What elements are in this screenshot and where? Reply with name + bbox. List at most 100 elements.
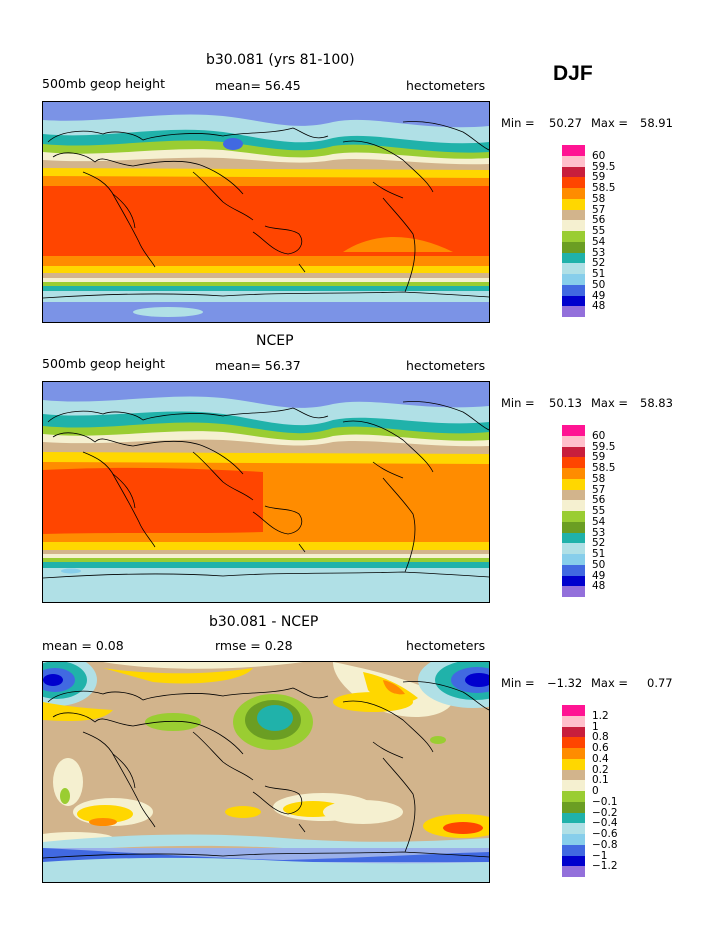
legend-swatch — [562, 575, 585, 587]
panel-2-map-svg — [43, 382, 489, 602]
legend-swatch — [562, 532, 585, 544]
legend-label: 54 — [592, 235, 606, 248]
legend-label: 0.2 — [592, 763, 609, 776]
legend-swatch — [562, 834, 585, 845]
panel-1-legend — [562, 145, 585, 317]
panel-3-left-label: mean = 0.08 — [42, 638, 124, 653]
panel-3-min-value: −1.32 — [547, 676, 583, 690]
legend-swatch — [562, 758, 585, 770]
legend-swatch — [562, 231, 585, 242]
legend-label: 59.5 — [592, 440, 616, 453]
legend-label: 51 — [592, 548, 606, 560]
legend-label: 0 — [592, 785, 599, 797]
legend-swatch — [562, 274, 585, 285]
panel-2-right-label: hectometers — [406, 358, 486, 373]
legend-label: 0.6 — [592, 742, 609, 754]
panel-2-min-label: Min = — [501, 396, 535, 410]
legend-label: −0.1 — [592, 795, 618, 808]
legend-swatch — [562, 425, 585, 436]
legend-label: 55 — [592, 225, 606, 237]
panel-1-max-value: 58.91 — [640, 116, 673, 130]
legend-swatch — [562, 177, 585, 188]
legend-label: 0.1 — [592, 774, 609, 787]
legend-label: 60 — [592, 429, 606, 442]
season-label: DJF — [553, 62, 593, 85]
legend-label: 57 — [592, 483, 606, 496]
legend-label: 48 — [592, 300, 606, 313]
panel-1-center-label: mean= 56.45 — [215, 78, 301, 93]
panel-1-left-label: 500mb geop height — [42, 76, 165, 91]
legend-swatch — [562, 521, 585, 533]
legend-label: 50 — [592, 278, 606, 291]
legend-label: 58 — [592, 472, 606, 485]
legend-swatch — [562, 866, 585, 877]
panel-2-legend — [562, 425, 585, 597]
panel-3-title: b30.081 - NCEP — [209, 614, 319, 630]
legend-label: 58.5 — [592, 182, 616, 194]
panel-2-max-value: 58.83 — [640, 396, 673, 410]
legend-swatch — [562, 188, 585, 199]
legend-label: 56 — [592, 214, 606, 227]
panel-1-max-label: Max = — [591, 116, 629, 130]
panel-3-max-value: 0.77 — [647, 676, 673, 690]
panel-2-min-value: 50.13 — [549, 396, 582, 410]
legend-swatch — [562, 564, 585, 576]
legend-label: 0.8 — [592, 731, 609, 744]
legend-label: 58 — [592, 192, 606, 205]
panel-1-right-label: hectometers — [406, 78, 486, 93]
panel-1-map — [42, 101, 490, 323]
panel-1-map-svg — [43, 102, 489, 322]
legend-swatch — [562, 812, 585, 824]
legend-swatch — [562, 586, 585, 597]
legend-label: 0.4 — [592, 752, 609, 765]
legend-swatch — [562, 543, 585, 554]
legend-swatch — [562, 500, 585, 511]
panel-2-map — [42, 381, 490, 603]
legend-label: 50 — [592, 558, 606, 571]
panel-3-min-label: Min = — [501, 676, 535, 690]
legend-swatch — [562, 855, 585, 867]
legend-label: −0.2 — [592, 806, 618, 819]
legend-label: −0.8 — [592, 838, 618, 851]
legend-label: 49 — [592, 289, 606, 302]
legend-swatch — [562, 145, 585, 156]
panel-3-map-svg — [43, 662, 489, 882]
legend-swatch — [562, 823, 585, 834]
legend-swatch — [562, 457, 585, 468]
legend-label: 49 — [592, 569, 606, 582]
legend-label: 1.2 — [592, 709, 609, 722]
panel-1-title: b30.081 (yrs 81-100) — [206, 52, 355, 68]
legend-label: 55 — [592, 505, 606, 517]
legend-label: 54 — [592, 515, 606, 528]
panel-2-max-label: Max = — [591, 396, 629, 410]
legend-label: 60 — [592, 149, 606, 162]
legend-swatch — [562, 166, 585, 178]
legend-swatch — [562, 435, 585, 447]
legend-swatch — [562, 198, 585, 210]
legend-swatch — [562, 844, 585, 856]
panel-1-min-value: 50.27 — [549, 116, 582, 130]
legend-label: 59 — [592, 451, 606, 464]
panel-3-map — [42, 661, 490, 883]
legend-label: 56 — [592, 494, 606, 507]
legend-swatch — [562, 284, 585, 296]
legend-label: −1 — [592, 849, 608, 862]
legend-label: 1 — [592, 720, 599, 733]
legend-swatch — [562, 155, 585, 167]
legend-label: −1.2 — [592, 860, 618, 873]
legend-swatch — [562, 468, 585, 479]
legend-swatch — [562, 478, 585, 490]
legend-label: 52 — [592, 537, 606, 550]
panel-1-min-label: Min = — [501, 116, 535, 130]
legend-swatch — [562, 705, 585, 716]
legend-swatch — [562, 737, 585, 748]
panel-2-center-label: mean= 56.37 — [215, 358, 301, 373]
legend-label: −0.6 — [592, 828, 618, 840]
panel-3-right-label: hectometers — [406, 638, 486, 653]
panel-3-center-label: rmse = 0.28 — [215, 638, 293, 653]
legend-swatch — [562, 769, 585, 781]
panel-3-legend — [562, 705, 585, 877]
legend-swatch — [562, 726, 585, 738]
legend-label: 51 — [592, 268, 606, 280]
legend-label: 57 — [592, 203, 606, 216]
